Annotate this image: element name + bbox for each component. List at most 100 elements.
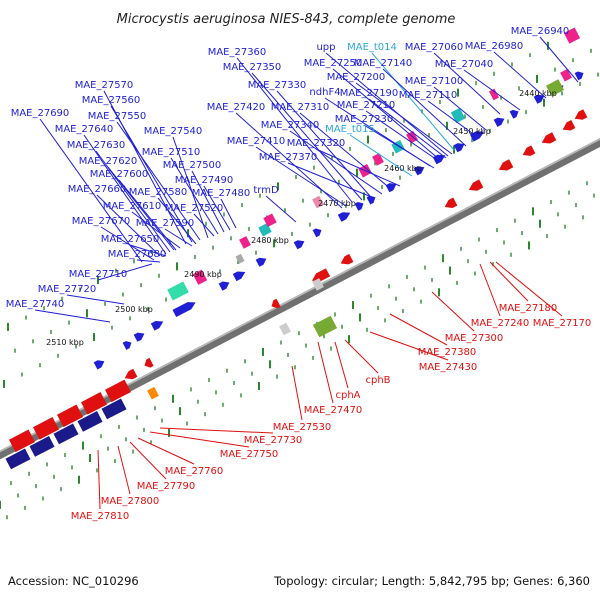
backbone-highlight — [0, 138, 600, 453]
label-leader-line — [172, 136, 209, 239]
gene-label: MAE_27310 — [271, 102, 330, 113]
feature-box — [560, 69, 572, 82]
forward-gene-arrow — [453, 143, 465, 153]
gene-label: MAE_27170 — [533, 318, 592, 329]
gene-label: MAE_27670 — [72, 216, 131, 227]
label-leader-line — [489, 261, 529, 302]
gene-label: MAE_27720 — [38, 284, 97, 295]
label-leader-line — [203, 185, 231, 231]
gene-label: MAE_27330 — [248, 80, 307, 91]
gene-label: MAE_t015 — [325, 124, 375, 135]
forward-gene-arrow — [255, 257, 267, 267]
gene-label: MAE_27480 — [192, 188, 251, 199]
reverse-gene-block — [33, 417, 59, 440]
gene-label: MAE_27800 — [101, 496, 160, 507]
label-leader-line — [355, 82, 453, 155]
gene-label: MAE_27190 — [340, 88, 399, 99]
forward-gene-arrow — [385, 183, 397, 193]
gene-labels: MAE_26940 MAE_26980 MAE_27040 MAE_27060 MAE_… — [6, 26, 592, 522]
gene-label: MAE_27420 — [207, 102, 266, 113]
reverse-gene-arrow — [541, 132, 557, 144]
gene-label: MAE_27380 — [418, 347, 477, 358]
genome-backbone — [0, 138, 600, 460]
feature-box — [263, 213, 277, 227]
gene-label: MAE_27060 — [405, 42, 464, 53]
reverse-gene-arrow — [562, 120, 576, 131]
gene-label: MAE_27470 — [304, 405, 363, 416]
label-leader-line — [344, 339, 379, 374]
label-leader-line — [349, 134, 413, 177]
label-leader-line — [363, 124, 435, 169]
gene-label: MAE_27410 — [227, 136, 286, 147]
label-leader-line — [83, 134, 167, 255]
forward-gene-block — [53, 423, 79, 445]
label-leader-line — [193, 213, 215, 237]
reverse-gene-arrow — [124, 368, 138, 380]
gene-label: MAE_27540 — [144, 126, 203, 137]
label-leader-line — [129, 244, 167, 257]
kbp-label: 2490 kbp — [184, 270, 222, 279]
label-leader-line — [100, 226, 155, 261]
forward-gene-block — [5, 448, 31, 470]
reverse-gene-arrow — [522, 145, 536, 156]
forward-gene-arrow — [133, 332, 145, 342]
feature-box — [235, 253, 245, 264]
gene-label: ndhF4 — [309, 87, 340, 98]
gene-label: MAE_27730 — [244, 435, 303, 446]
forward-gene-arrow — [509, 109, 519, 119]
label-leader-line — [251, 72, 363, 201]
label-leaders — [34, 36, 579, 510]
gene-label: MAE_27760 — [165, 466, 224, 477]
kbp-label: 2460 kbp — [384, 164, 422, 173]
label-leader-line — [110, 105, 193, 243]
label-leader-line — [97, 263, 153, 281]
reverse-gene-arrow — [312, 268, 331, 282]
label-leader-line — [287, 162, 375, 199]
label-leader-line — [431, 291, 475, 332]
gene-label: MAE_27430 — [419, 362, 478, 373]
gene-label: MAE_27510 — [142, 147, 201, 158]
reverse-gene-arrow — [574, 109, 588, 120]
gene-label: MAE_27630 — [67, 140, 126, 151]
label-leader-line — [368, 98, 447, 159]
label-leader-line — [463, 69, 521, 111]
label-leader-line — [116, 121, 201, 241]
label-leader-line — [117, 445, 131, 495]
gene-label: MAE_27790 — [137, 481, 196, 492]
label-leader-line — [325, 52, 449, 157]
kbp-label: 2450 kbp — [453, 127, 491, 136]
forward-gene-block — [77, 411, 103, 432]
gene-label: MAE_27210 — [337, 100, 396, 111]
reverse-gene-block — [105, 379, 131, 403]
forward-gene-arrow — [218, 281, 230, 291]
label-leader-line — [493, 51, 547, 99]
feature-box — [546, 79, 564, 97]
gene-label: MAE_27520 — [165, 203, 224, 214]
label-leader-line — [159, 427, 274, 434]
kbp-label: 2480 kbp — [251, 236, 289, 245]
forward-gene-arrow — [413, 166, 425, 176]
gene-label: MAE_27040 — [435, 59, 494, 70]
label-leader-line — [433, 86, 487, 131]
label-leader-line — [170, 157, 219, 235]
gene-label: MAE_27350 — [223, 62, 282, 73]
gene-label: MAE_27680 — [108, 249, 167, 260]
reverse-gene-block — [81, 392, 107, 415]
label-leader-line — [236, 57, 353, 203]
label-leader-line — [191, 170, 225, 233]
label-leader-line — [276, 90, 371, 197]
gene-label: MAE_27300 — [445, 333, 504, 344]
gene-label: MAE_27570 — [75, 80, 134, 91]
forward-gene-arrow — [574, 71, 584, 81]
label-leader-line — [315, 148, 401, 187]
reverse-gene-arrow — [444, 197, 458, 208]
label-leader-line — [479, 263, 501, 317]
gene-label: MAE_27740 — [6, 299, 65, 310]
reverse-gene-arrow — [468, 179, 484, 191]
feature-box — [372, 153, 384, 166]
label-leader-line — [369, 331, 449, 361]
forward-gene-arrow — [122, 341, 132, 350]
gene-label: MAE_27580 — [129, 187, 188, 198]
gene-label: MAE_27100 — [405, 76, 464, 87]
kbp-label: 2440 kbp — [519, 89, 557, 98]
